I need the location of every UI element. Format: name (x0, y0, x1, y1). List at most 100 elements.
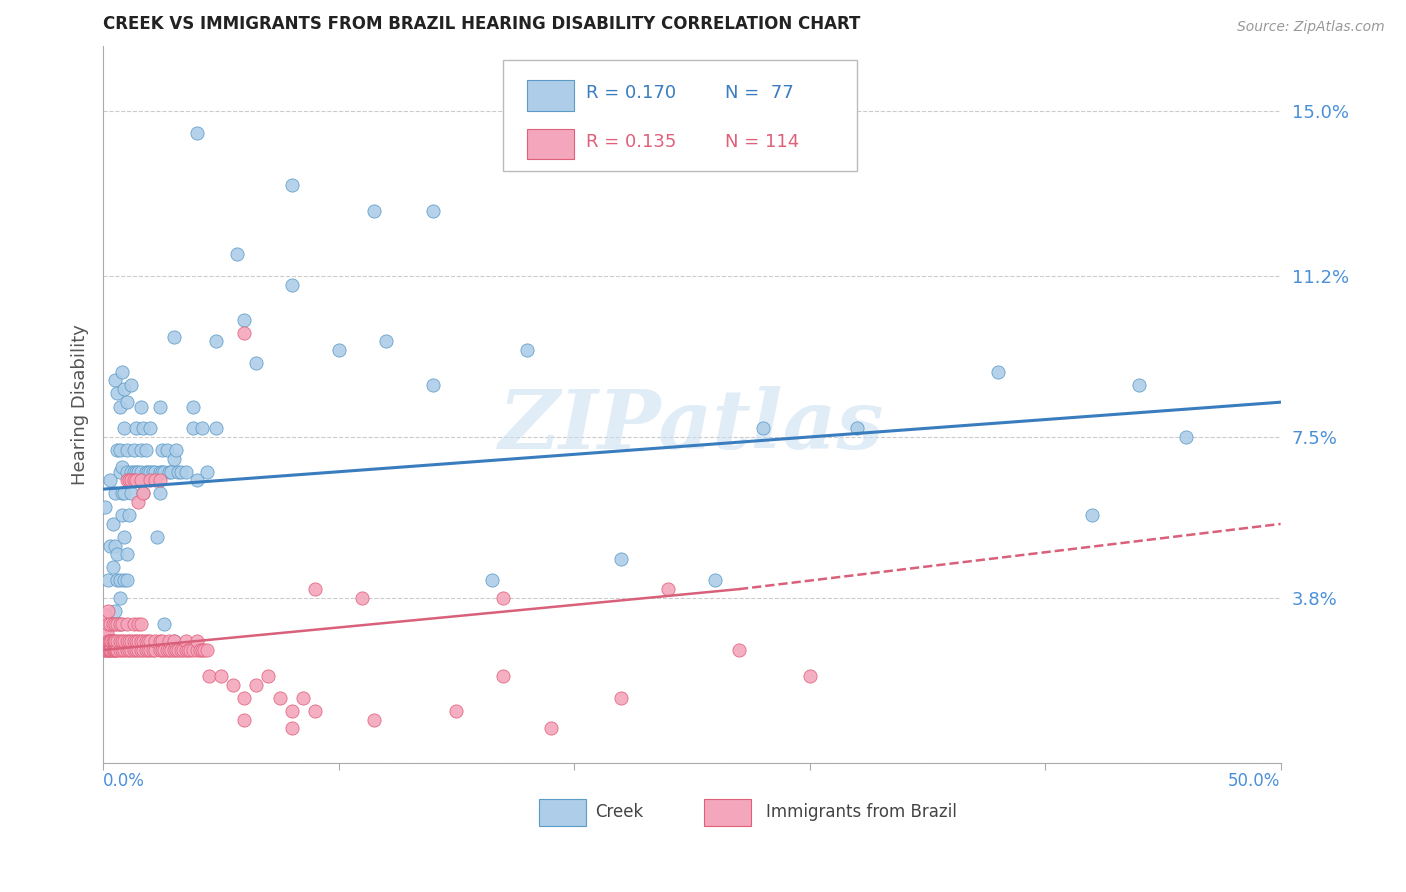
Point (1175, 430, 1198, 444)
Point (108, 643, 131, 657)
Point (492, 669, 515, 683)
Point (125, 421, 148, 435)
Point (280, 721, 302, 735)
Point (304, 582, 326, 596)
Point (122, 634, 145, 648)
Point (105, 574, 128, 588)
Point (153, 643, 176, 657)
Point (165, 442, 187, 457)
Point (132, 421, 155, 435)
Point (374, 334, 396, 349)
Point (280, 178, 302, 192)
Point (191, 643, 214, 657)
Point (195, 465, 218, 479)
Point (108, 465, 131, 479)
Point (174, 465, 197, 479)
Point (120, 634, 142, 648)
Text: R = 0.170: R = 0.170 (586, 85, 676, 103)
Point (160, 465, 183, 479)
Point (115, 574, 138, 588)
Point (129, 442, 152, 457)
Point (134, 643, 156, 657)
Point (97, 604, 120, 618)
Point (120, 643, 142, 657)
Point (163, 634, 186, 648)
Point (132, 486, 155, 500)
Point (146, 530, 169, 544)
Point (101, 560, 124, 574)
Point (101, 643, 124, 657)
Point (149, 643, 172, 657)
Point (149, 474, 172, 488)
Point (94, 500, 117, 514)
Point (115, 547, 138, 561)
Point (153, 465, 176, 479)
Point (157, 634, 180, 648)
Point (101, 516, 124, 531)
Point (610, 690, 633, 705)
Point (170, 465, 193, 479)
Point (139, 643, 162, 657)
Point (422, 377, 444, 392)
Point (610, 551, 633, 566)
Point (186, 126, 208, 140)
Point (104, 634, 127, 648)
Point (481, 574, 503, 588)
Y-axis label: Hearing Disability: Hearing Disability (72, 324, 89, 484)
Point (134, 442, 156, 457)
Point (163, 451, 186, 466)
Point (132, 486, 155, 500)
Point (233, 690, 256, 705)
Point (111, 365, 134, 379)
Point (160, 643, 183, 657)
Point (799, 669, 821, 683)
Point (103, 643, 125, 657)
Point (120, 474, 142, 488)
Point (233, 326, 256, 340)
Point (120, 486, 142, 500)
Point (142, 643, 165, 657)
Point (122, 616, 145, 631)
Point (363, 713, 385, 727)
Point (188, 643, 211, 657)
Point (108, 634, 131, 648)
Point (165, 643, 187, 657)
Text: Immigrants from Brazil: Immigrants from Brazil (766, 803, 957, 821)
Point (205, 334, 228, 349)
Point (191, 421, 214, 435)
Point (139, 465, 162, 479)
Point (245, 678, 267, 692)
Point (174, 634, 197, 648)
Point (112, 574, 135, 588)
Point (269, 690, 291, 705)
Point (245, 356, 267, 370)
Point (150, 442, 173, 457)
Point (125, 643, 148, 657)
Point (304, 704, 326, 718)
Point (112, 486, 135, 500)
Point (127, 634, 149, 648)
Point (129, 474, 152, 488)
Point (181, 400, 204, 414)
Point (122, 465, 145, 479)
Point (150, 465, 173, 479)
Point (97, 616, 120, 631)
Point (167, 643, 190, 657)
Point (132, 634, 155, 648)
Point (143, 643, 166, 657)
Point (97, 574, 120, 588)
Point (163, 330, 186, 344)
Point (94, 643, 117, 657)
Point (153, 616, 176, 631)
Point (129, 400, 152, 414)
Point (115, 616, 138, 631)
Point (98, 643, 121, 657)
Point (181, 643, 204, 657)
FancyBboxPatch shape (538, 799, 586, 826)
Point (96, 625, 118, 640)
Text: Source: ZipAtlas.com: Source: ZipAtlas.com (1237, 20, 1385, 34)
Point (94, 625, 117, 640)
Point (156, 643, 179, 657)
Point (540, 721, 562, 735)
Point (111, 643, 134, 657)
